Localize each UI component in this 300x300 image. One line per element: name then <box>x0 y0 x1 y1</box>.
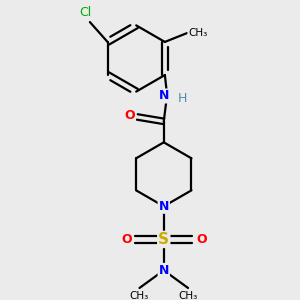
Text: CH₃: CH₃ <box>178 291 198 300</box>
Text: H: H <box>178 92 187 105</box>
Text: N: N <box>159 264 169 277</box>
Text: S: S <box>158 232 169 247</box>
Text: N: N <box>159 89 169 103</box>
Text: N: N <box>159 200 169 213</box>
Text: O: O <box>124 110 135 122</box>
Text: O: O <box>196 233 207 246</box>
Text: O: O <box>121 233 132 246</box>
Text: CH₃: CH₃ <box>188 28 208 38</box>
Text: Cl: Cl <box>80 6 92 19</box>
Text: CH₃: CH₃ <box>130 291 149 300</box>
